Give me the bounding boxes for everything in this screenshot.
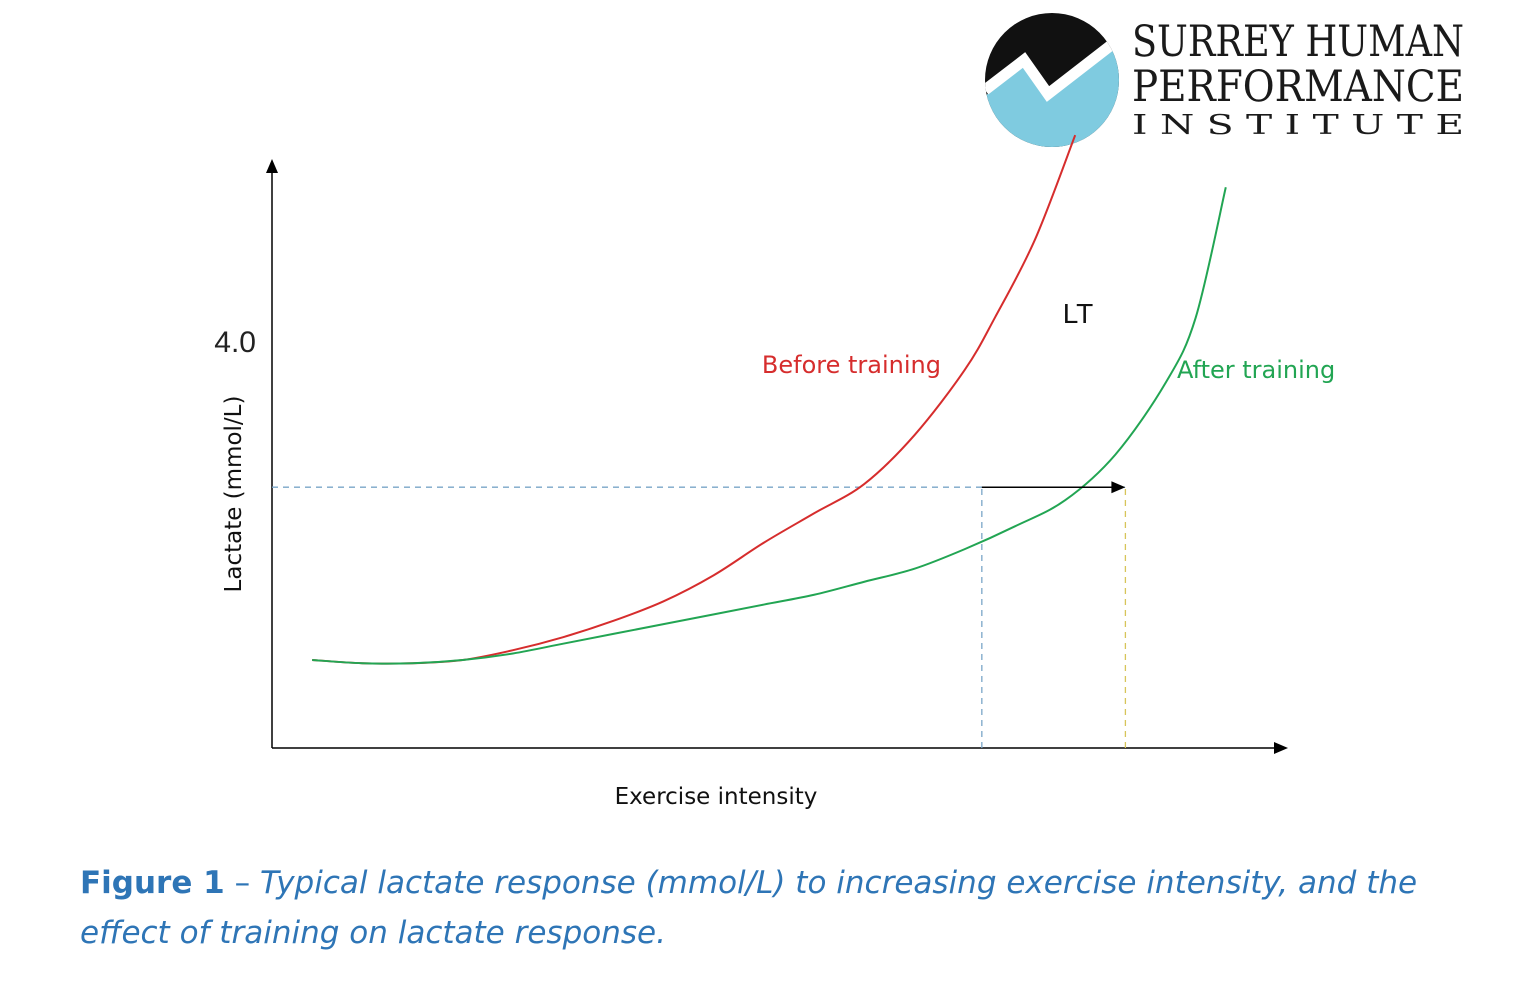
x-axis-arrow-icon bbox=[1274, 742, 1288, 754]
logo-emblem-icon bbox=[985, 13, 1119, 147]
logo-line-2: PERFORMANCE bbox=[1132, 62, 1464, 112]
y-tick-label: 4.0 bbox=[214, 326, 256, 359]
logo-line-1: SURREY HUMAN bbox=[1132, 17, 1464, 67]
y-axis-arrow-icon bbox=[266, 159, 278, 173]
logo: SURREY HUMAN PERFORMANCE I N S T I T U T… bbox=[985, 13, 1464, 147]
caption-dash: – bbox=[224, 865, 260, 901]
lt-label: LT bbox=[1063, 298, 1094, 329]
series-line-after-training bbox=[312, 187, 1227, 665]
figure-caption: Figure 1 – Typical lactate response (mmo… bbox=[80, 858, 1480, 958]
lt-arrow bbox=[981, 481, 1126, 494]
lt-arrow-head-icon bbox=[1111, 481, 1126, 494]
x-axis-label: Exercise intensity bbox=[615, 784, 818, 810]
series bbox=[312, 134, 1227, 665]
logo-line-3: I N S T I T U T E bbox=[1132, 110, 1464, 141]
y-axis-label: Lactate (mmol/L) bbox=[221, 396, 247, 593]
after-training-label: After training bbox=[1177, 356, 1335, 384]
axes bbox=[266, 159, 1288, 754]
caption-label: Figure 1 bbox=[80, 865, 225, 901]
series-line-before-training bbox=[312, 134, 1077, 665]
caption-text: Typical lactate response (mmol/L) to inc… bbox=[80, 865, 1418, 951]
logo-emblem-stripe bbox=[985, 34, 1119, 102]
before-training-label: Before training bbox=[762, 351, 941, 379]
